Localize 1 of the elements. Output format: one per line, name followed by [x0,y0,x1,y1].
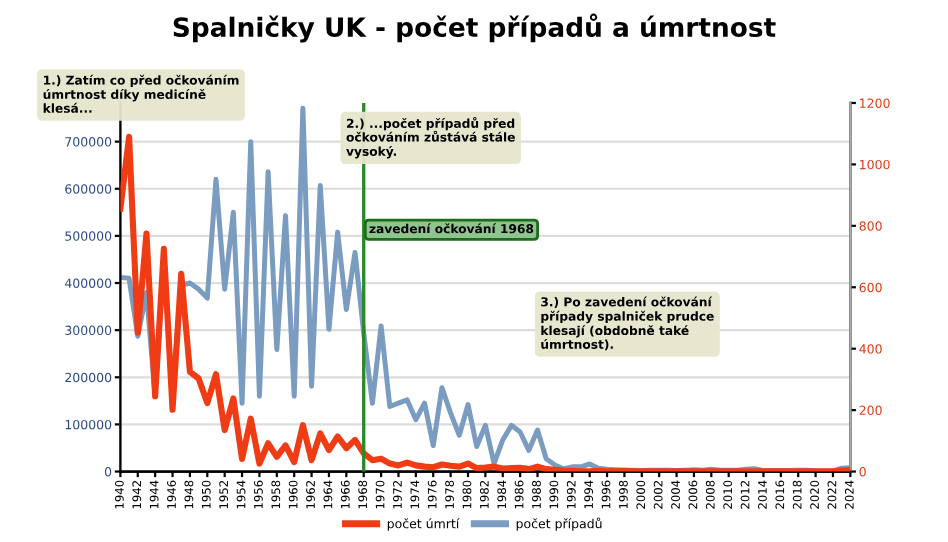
chart-title: Spalničky UK - počet případů a úmrtnost [173,13,776,43]
